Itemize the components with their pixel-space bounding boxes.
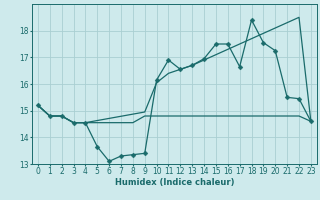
X-axis label: Humidex (Indice chaleur): Humidex (Indice chaleur) <box>115 178 234 187</box>
